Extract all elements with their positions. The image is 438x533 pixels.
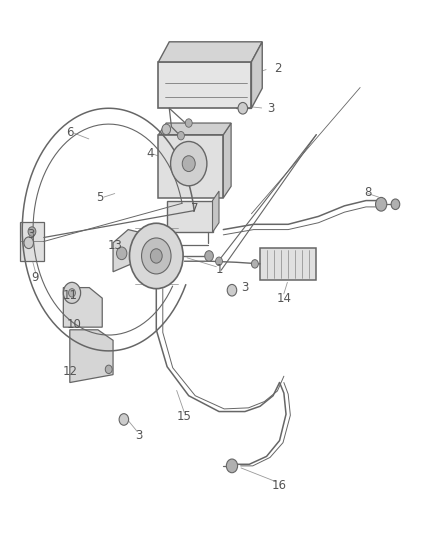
Bar [167,200,212,232]
Circle shape [391,199,400,209]
Circle shape [182,156,195,172]
Circle shape [28,227,36,236]
Text: 2: 2 [274,62,281,75]
Text: 10: 10 [67,318,81,331]
Text: 6: 6 [66,125,74,139]
Text: 4: 4 [146,147,154,159]
Bar [159,62,251,108]
Circle shape [68,289,75,297]
Text: 14: 14 [276,292,291,305]
Text: 1: 1 [215,263,223,276]
Text: 11: 11 [62,289,77,302]
Polygon shape [64,288,102,327]
Text: 7: 7 [191,202,199,215]
Circle shape [205,251,213,261]
Circle shape [24,237,33,248]
Bar [159,135,223,198]
Circle shape [162,124,170,135]
Text: 12: 12 [62,366,77,378]
Circle shape [177,132,184,140]
Circle shape [185,119,192,127]
Text: 13: 13 [108,239,123,252]
Text: 5: 5 [96,191,104,205]
Text: 3: 3 [267,102,275,115]
Text: 9: 9 [32,271,39,284]
Polygon shape [212,191,219,232]
Polygon shape [159,123,231,135]
Circle shape [141,238,171,274]
Polygon shape [70,330,113,383]
Polygon shape [251,42,262,108]
Circle shape [227,285,237,296]
Circle shape [64,282,81,303]
Circle shape [150,249,162,263]
Circle shape [226,459,237,473]
Circle shape [215,257,223,265]
Polygon shape [159,42,262,62]
Circle shape [375,197,387,211]
Circle shape [130,223,183,289]
Text: 8: 8 [364,186,372,199]
Text: 3: 3 [135,429,143,442]
Text: 16: 16 [272,479,287,492]
Circle shape [238,103,247,114]
Bar [20,222,44,261]
Circle shape [117,247,127,260]
Bar [260,248,316,280]
Text: 15: 15 [177,410,192,423]
Circle shape [119,414,129,425]
Circle shape [105,365,112,374]
Circle shape [251,260,258,268]
Text: 3: 3 [241,281,249,294]
Text: 3: 3 [27,228,35,241]
Circle shape [170,141,207,186]
Polygon shape [223,123,231,198]
Polygon shape [113,230,150,272]
Circle shape [238,102,247,114]
